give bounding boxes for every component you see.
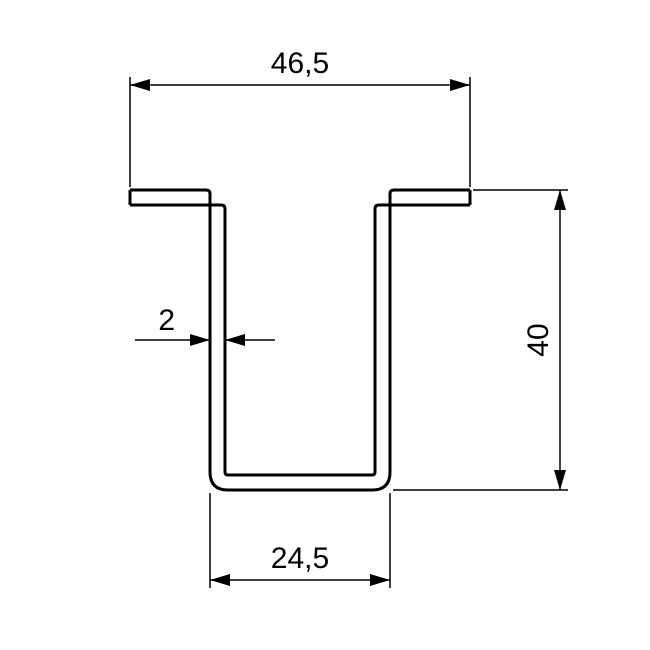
dimension-width-bottom-value: 24,5 <box>271 542 329 575</box>
dimension-thickness <box>135 334 275 346</box>
dimension-height-right-value: 40 <box>522 323 555 356</box>
dimension-width-top-value: 46,5 <box>271 47 329 80</box>
dimension-thickness-value: 2 <box>158 304 175 337</box>
dimension-width-top <box>130 77 470 187</box>
